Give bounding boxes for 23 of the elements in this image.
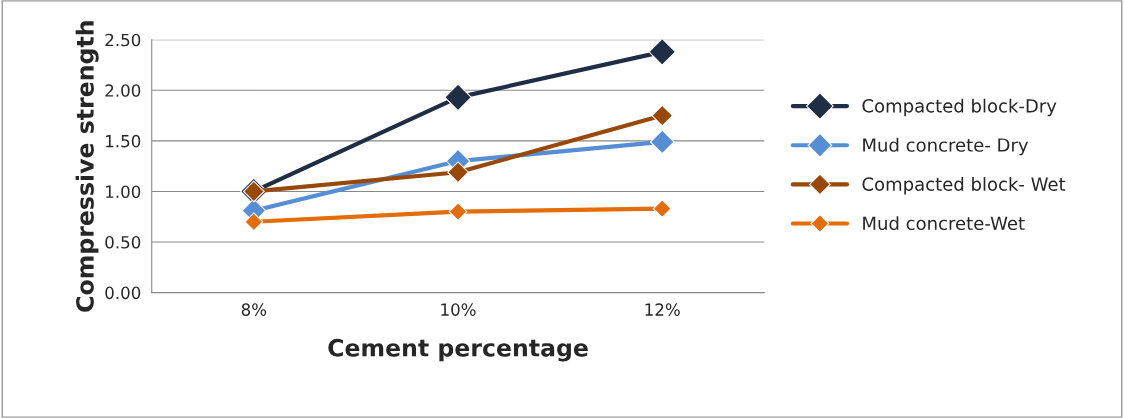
- x-tick-label: 10%: [441, 303, 476, 316]
- y-tick-label: 0.50: [105, 235, 141, 249]
- point: [651, 104, 674, 127]
- point: [649, 129, 675, 155]
- y-tick-label: 2.50: [105, 33, 141, 47]
- point: [448, 202, 468, 222]
- legend-label: Mud concrete-Wet: [863, 216, 1025, 231]
- point: [648, 39, 677, 66]
- point: [444, 83, 472, 112]
- legend-label: Mud concrete- Dry: [863, 137, 1029, 156]
- y-tick-label: 0.00: [105, 286, 141, 300]
- point: [447, 161, 469, 184]
- point: [652, 199, 672, 219]
- y-axis-title: Compressive strength: [75, 21, 99, 312]
- x-tick-label: 12%: [645, 303, 680, 316]
- x-tick-label: 8%: [241, 303, 267, 316]
- y-tick-label: 2.00: [105, 84, 141, 97]
- x-axis-title: Cement percentage: [328, 338, 588, 362]
- y-tick-label: 1.50: [106, 134, 141, 148]
- legend-label: Compacted block-Dry: [862, 98, 1057, 117]
- legend-label: Compacted block- Wet: [862, 176, 1066, 195]
- y-tick-label: 1.00: [106, 185, 141, 199]
- point: [244, 212, 264, 232]
